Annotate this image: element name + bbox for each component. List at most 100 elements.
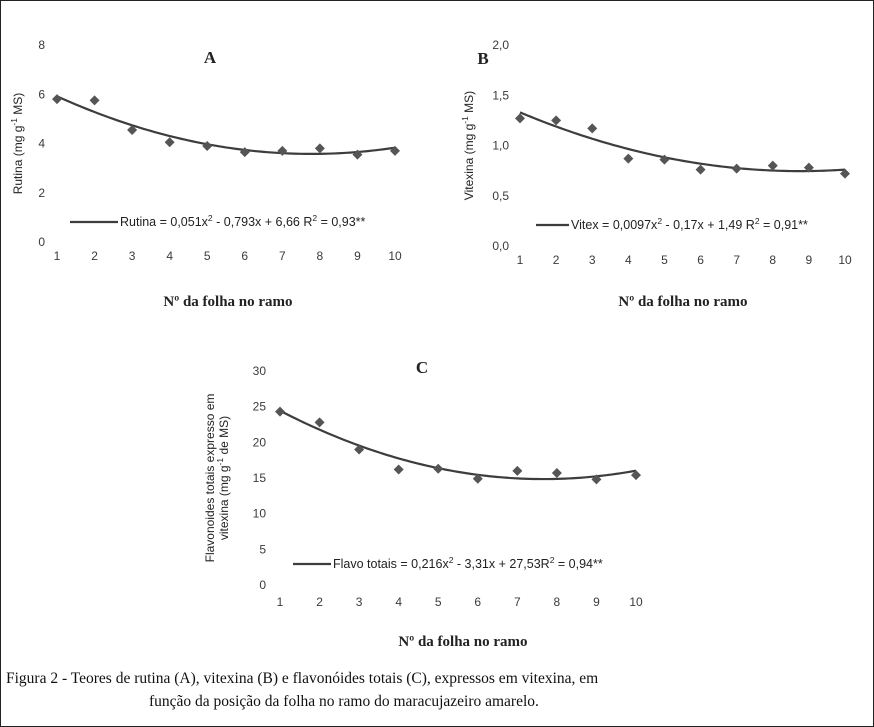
data-point — [695, 164, 706, 175]
data-point — [623, 153, 634, 164]
x-tick-label: 8 — [317, 249, 324, 263]
data-point — [164, 137, 175, 148]
trend-curve — [279, 409, 637, 481]
x-tick-label: 1 — [277, 595, 284, 609]
data-point — [275, 406, 285, 417]
data-point — [551, 468, 562, 479]
x-axis-title: Nº da folha no ramo — [398, 634, 527, 650]
data-point — [472, 473, 483, 484]
x-tick-label: 4 — [166, 249, 173, 263]
data-point — [591, 474, 602, 485]
y-tick-label: 0 — [38, 235, 45, 249]
y-axis-label: vitexina (mg g-1 de MS) — [215, 416, 231, 540]
x-tick-label: 10 — [388, 249, 402, 263]
y-tick-label: 10 — [253, 507, 267, 521]
data-point — [390, 145, 400, 156]
caption-line-2: função da posição da folha no ramo do ma… — [149, 693, 539, 710]
data-point — [551, 115, 562, 126]
data-point — [314, 417, 325, 428]
y-tick-label: 0,0 — [492, 239, 509, 253]
y-tick-label: 6 — [38, 87, 45, 101]
x-tick-label: 5 — [204, 249, 211, 263]
x-tick-label: 6 — [697, 253, 704, 267]
y-tick-label: 1,0 — [492, 139, 509, 153]
data-point — [202, 140, 213, 151]
x-tick-label: 4 — [395, 595, 402, 609]
data-point — [352, 149, 363, 160]
data-point — [89, 95, 100, 106]
y-tick-label: 8 — [38, 38, 45, 52]
regression-equation: Vitex = 0,0097x2 - 0,17x + 1,49 R2 = 0,9… — [571, 216, 808, 232]
panel-letter: B — [477, 49, 488, 68]
data-point — [587, 123, 598, 134]
y-tick-label: 30 — [253, 364, 267, 378]
x-tick-label: 1 — [517, 253, 524, 267]
data-point — [277, 145, 288, 156]
data-point — [767, 160, 778, 171]
x-tick-label: 3 — [589, 253, 596, 267]
y-tick-label: 2 — [38, 186, 45, 200]
caption-label: Figura 2 - — [6, 670, 68, 687]
y-axis-label-line-1: Flavonoides totais expresso em — [203, 394, 217, 563]
x-tick-label: 7 — [514, 595, 521, 609]
x-tick-label: 9 — [806, 253, 813, 267]
data-point — [393, 464, 404, 475]
x-tick-label: 2 — [316, 595, 323, 609]
y-axis-label: Rutina (mg g-1 MS) — [9, 93, 25, 195]
data-point — [731, 163, 742, 174]
y-tick-label: 4 — [38, 137, 45, 151]
panel-a: A 0 2 4 6 8 1 2 3 4 5 6 7 8 9 10 Rutina (mg g-1 MS) Rutin… — [9, 38, 402, 310]
y-tick-label: 0 — [259, 578, 266, 592]
y-tick-label: 2,0 — [492, 38, 509, 52]
regression-equation: Rutina = 0,051x2 - 0,793x + 6,66 R2 = 0,… — [120, 213, 366, 229]
y-axis-label: Vitexina (mg g-1 MS) — [460, 91, 476, 200]
panel-letter: A — [204, 48, 217, 67]
x-tick-label: 6 — [474, 595, 481, 609]
x-tick-label: 9 — [354, 249, 361, 263]
x-tick-label: 7 — [733, 253, 740, 267]
x-tick-label: 10 — [629, 595, 643, 609]
x-tick-label: 4 — [625, 253, 632, 267]
x-tick-label: 5 — [435, 595, 442, 609]
data-point — [127, 124, 138, 135]
data-point — [803, 162, 814, 173]
trend-curve — [56, 95, 396, 156]
y-tick-label: 20 — [253, 435, 267, 449]
data-point — [659, 154, 670, 165]
x-tick-label: 8 — [554, 595, 561, 609]
y-tick-label: 15 — [253, 471, 267, 485]
y-tick-label: 5 — [259, 542, 266, 556]
x-tick-label: 3 — [356, 595, 363, 609]
y-tick-label: 25 — [253, 400, 267, 414]
x-tick-label: 8 — [769, 253, 776, 267]
data-point — [631, 470, 641, 481]
trend-curve — [519, 111, 846, 173]
data-point — [515, 113, 525, 124]
panel-b: B 0,0 0,5 1,0 1,5 2,0 1 2 3 4 5 6 7 8 9 10 Vitexina (mg … — [460, 38, 852, 310]
regression-equation: Flavo totais = 0,216x2 - 3,31x + 27,53R2… — [333, 555, 603, 571]
x-tick-label: 2 — [553, 253, 560, 267]
y-tick-label: 0,5 — [492, 189, 509, 203]
data-point — [512, 465, 523, 476]
x-tick-label: 10 — [838, 253, 852, 267]
data-point — [314, 143, 325, 154]
data-point — [840, 168, 850, 179]
data-point — [433, 463, 444, 474]
x-tick-label: 7 — [279, 249, 286, 263]
panel-c: C 0 5 10 15 20 25 30 1 2 3 4 5 6 7 8 9 10 Flavonoides tota… — [203, 358, 643, 650]
x-tick-label: 6 — [241, 249, 248, 263]
x-axis-title: Nº da folha no ramo — [163, 294, 292, 310]
panel-letter: C — [416, 358, 428, 377]
data-point — [354, 444, 365, 455]
caption-line-1: Teores de rutina (A), vitexina (B) e fla… — [70, 670, 599, 687]
data-point — [239, 147, 250, 158]
x-tick-label: 5 — [661, 253, 668, 267]
figure-caption: Figura 2 - Teores de rutina (A), vitexin… — [6, 667, 870, 713]
x-tick-label: 3 — [129, 249, 136, 263]
x-tick-label: 2 — [91, 249, 98, 263]
x-tick-label: 1 — [54, 249, 61, 263]
data-point — [52, 94, 62, 105]
y-tick-label: 1,5 — [492, 88, 509, 102]
x-axis-title: Nº da folha no ramo — [618, 294, 747, 310]
